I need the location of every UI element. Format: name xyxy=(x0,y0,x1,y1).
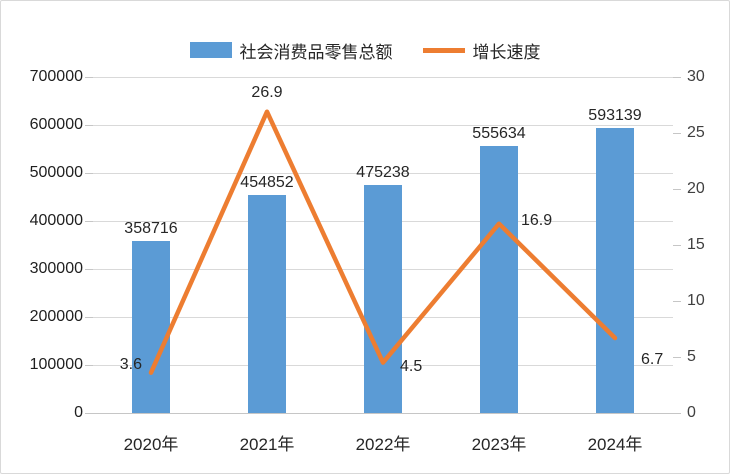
x-axis-label-3: 2023年 xyxy=(471,435,527,454)
right-axis-tick-label: 5 xyxy=(687,348,696,365)
left-axis-tick xyxy=(85,172,93,174)
left-axis-tick-label: 400000 xyxy=(29,212,83,229)
x-axis-label-0: 2020年 xyxy=(123,435,179,454)
growth-rate-line-layer xyxy=(148,109,618,375)
left-axis-tick xyxy=(85,76,93,78)
left-axis-tick xyxy=(85,124,93,126)
x-axis-line xyxy=(93,413,673,414)
gridline xyxy=(93,76,673,78)
growth-rate-line xyxy=(148,109,618,375)
right-axis-tick-label: 25 xyxy=(687,124,705,141)
left-axis-tick-label: 100000 xyxy=(29,356,83,373)
plot-area: 358716 454852 475238 555634 593139 3.6 26.9 4.5… xyxy=(93,76,673,413)
right-axis-tick xyxy=(673,188,681,190)
bar-1 xyxy=(248,194,286,413)
bar-2 xyxy=(364,184,402,413)
x-axis-label-1: 2021年 xyxy=(239,435,295,454)
right-axis-tick-label: 20 xyxy=(687,180,705,197)
bar-data-label-3: 555634 xyxy=(472,125,526,143)
line-data-label-2: 4.5 xyxy=(400,357,423,375)
bar-data-label-2: 475238 xyxy=(356,163,410,181)
line-data-label-3: 16.9 xyxy=(521,211,553,229)
legend: 社会消费品零售总额 增长速度 xyxy=(1,38,729,63)
left-axis-tick xyxy=(85,316,93,318)
bar-series-swatch xyxy=(189,42,232,58)
line-data-label-0: 3.6 xyxy=(119,355,142,373)
gridline xyxy=(93,172,673,174)
x-axis-label-4: 2024年 xyxy=(587,435,643,454)
legend-label-retail-total: 社会消费品零售总额 xyxy=(239,42,393,62)
left-axis-tick xyxy=(85,412,93,414)
right-axis-tick xyxy=(673,244,681,246)
x-axis-label-2: 2022年 xyxy=(355,435,411,454)
right-axis-tick xyxy=(673,300,681,302)
left-axis-tick-label: 700000 xyxy=(29,68,83,85)
line-series-swatch xyxy=(422,47,465,53)
left-axis-tick-label: 0 xyxy=(74,404,83,421)
legend-item-retail-total: 社会消费品零售总额 xyxy=(189,38,393,63)
left-axis-tick xyxy=(85,364,93,366)
legend-label-growth-rate: 增长速度 xyxy=(472,42,541,62)
right-axis-tick-label: 30 xyxy=(687,68,705,85)
gridline xyxy=(93,124,673,126)
line-data-label-4: 6.7 xyxy=(641,350,664,368)
legend-item-growth-rate: 增长速度 xyxy=(422,38,541,63)
right-axis-tick xyxy=(673,412,681,414)
bar-0 xyxy=(132,240,170,413)
right-axis-tick xyxy=(673,132,681,134)
right-axis-tick xyxy=(673,356,681,358)
bar-data-label-4: 593139 xyxy=(588,107,642,125)
bar-data-label-0: 358716 xyxy=(124,219,178,237)
left-axis-tick xyxy=(85,268,93,270)
left-axis-tick-label: 500000 xyxy=(29,164,83,181)
bar-4 xyxy=(596,128,634,413)
right-axis-tick-label: 0 xyxy=(687,404,696,421)
bar-data-label-1: 454852 xyxy=(240,173,294,191)
right-axis-tick xyxy=(673,76,681,78)
left-axis-tick-label: 600000 xyxy=(29,116,83,133)
left-axis-tick-label: 300000 xyxy=(29,260,83,277)
line-data-label-1: 26.9 xyxy=(251,83,283,101)
bar-3 xyxy=(480,146,518,413)
left-axis-tick xyxy=(85,220,93,222)
right-axis-tick-label: 10 xyxy=(687,292,705,309)
left-axis-tick-label: 200000 xyxy=(29,308,83,325)
right-axis-tick-label: 15 xyxy=(687,236,705,253)
